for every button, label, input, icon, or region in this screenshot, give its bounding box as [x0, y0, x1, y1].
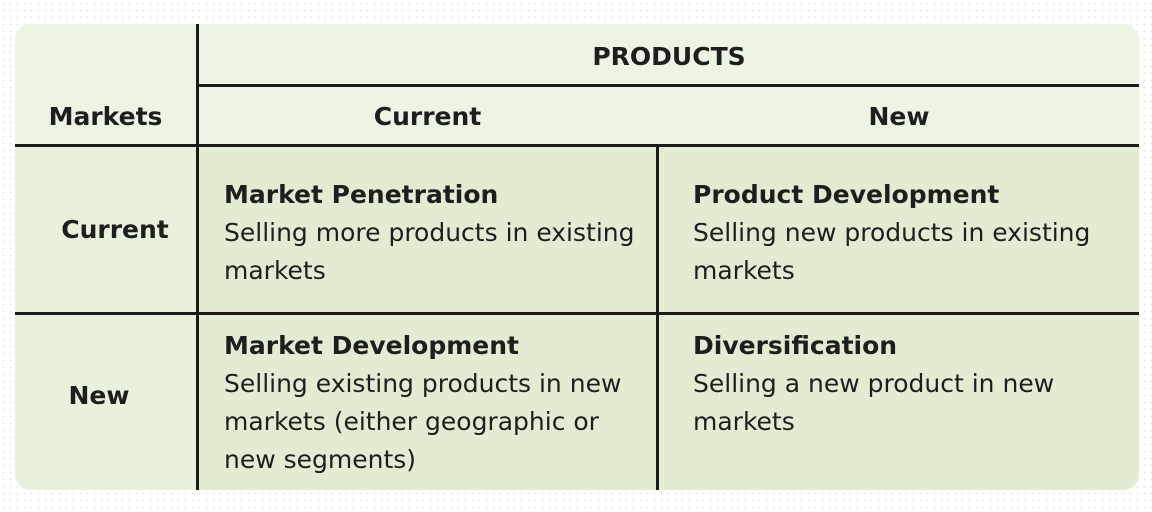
- cell-description-line: markets (either geographic or: [224, 407, 599, 436]
- cell-title: Product Development: [693, 180, 1000, 209]
- cell-product-development: Product Development Selling new products…: [693, 176, 1090, 290]
- row-divider: [15, 312, 1139, 315]
- body-band: [15, 146, 1139, 490]
- stub-divider: [196, 24, 199, 490]
- header-bottom-rule: [15, 144, 1139, 147]
- cell-title: Market Penetration: [224, 180, 499, 209]
- cell-title: Diversification: [693, 331, 898, 360]
- cell-description-line: Selling a new product in new: [693, 369, 1055, 398]
- ansoff-matrix: PRODUCTS Markets Current New Current New…: [15, 24, 1139, 490]
- cell-description-line: markets: [693, 256, 795, 285]
- row-label-column: [15, 146, 196, 490]
- products-heading: PRODUCTS: [592, 42, 746, 71]
- cell-description-line: markets: [693, 407, 795, 436]
- cell-description-line: Selling new products in existing: [693, 218, 1091, 247]
- products-underline: [196, 84, 1139, 87]
- cell-description-line: Selling existing products in new: [224, 369, 622, 398]
- markets-heading: Markets: [48, 102, 163, 131]
- cell-description-line: markets: [224, 256, 326, 285]
- cell-diversification: Diversification Selling a new product in…: [693, 327, 1054, 441]
- cell-market-development: Market Development Selling existing prod…: [224, 327, 621, 479]
- cell-market-penetration: Market Penetration Selling more products…: [224, 176, 635, 290]
- cell-description-line: new segments): [224, 445, 417, 474]
- row-label-new: New: [68, 381, 130, 410]
- cell-title: Market Development: [224, 331, 519, 360]
- cell-description-line: Selling more products in existing: [224, 218, 635, 247]
- column-header-new: New: [868, 102, 930, 131]
- column-divider: [656, 146, 659, 490]
- column-header-current: Current: [373, 102, 482, 131]
- row-label-current: Current: [61, 215, 169, 244]
